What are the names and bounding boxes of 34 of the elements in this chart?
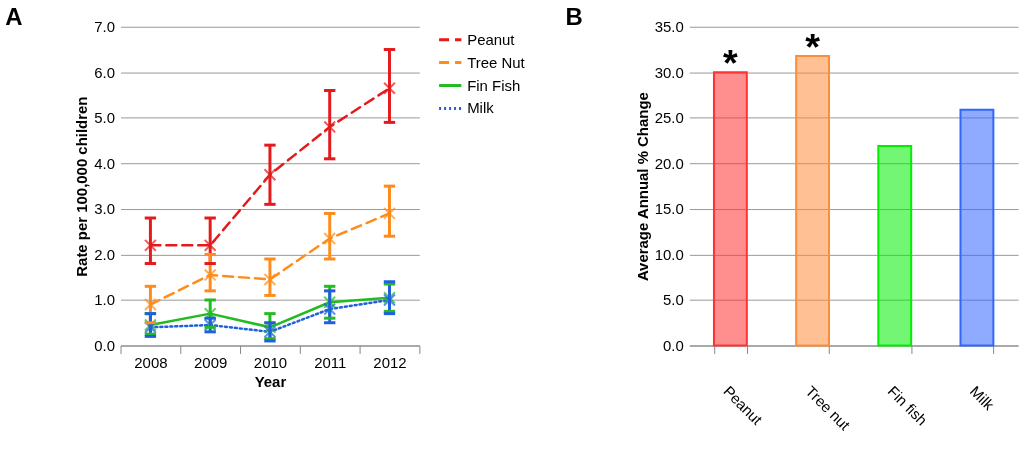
y-tick-label: 6.0 <box>94 63 116 81</box>
x-tick-label: Fin fish <box>884 382 931 429</box>
y-tick-label: 3.0 <box>94 200 116 218</box>
annotation: * <box>723 42 739 85</box>
y-axis-title: Rate per 100,000 children <box>73 96 91 277</box>
y-tick-label: 0.0 <box>663 336 684 354</box>
y-tick-label: 7.0 <box>94 18 116 36</box>
y-tick-label: 30.0 <box>654 63 684 81</box>
chart-title: B <box>565 2 583 30</box>
chart-title: A <box>5 2 23 30</box>
y-tick-label: 1.0 <box>94 291 116 309</box>
y-tick-label: 10.0 <box>654 245 684 263</box>
y-tick-label: 2.0 <box>94 245 116 263</box>
y-tick-label: 35.0 <box>654 18 684 36</box>
x-tick-label: Milk <box>966 382 999 414</box>
legend-label: Fin Fish <box>467 76 521 94</box>
y-axis-title: Average Annual % Change <box>633 92 651 282</box>
x-tick-label: 2012 <box>373 353 407 371</box>
legend-label: Milk <box>467 99 495 117</box>
y-tick-label: 4.0 <box>94 154 116 172</box>
y-tick-label: 0.0 <box>94 336 116 354</box>
y-tick-label: 25.0 <box>654 109 684 127</box>
y-tick-label: 5.0 <box>94 109 116 127</box>
annotation: * <box>805 25 821 68</box>
y-tick-label: 15.0 <box>654 200 684 218</box>
legend-label: Tree Nut <box>467 53 526 71</box>
x-tick-label: 2008 <box>134 353 168 371</box>
x-tick-label: 2011 <box>314 353 347 371</box>
x-tick-label: 2010 <box>253 353 288 371</box>
x-axis-title: Year <box>254 372 287 390</box>
y-tick-label: 5.0 <box>663 291 684 309</box>
x-tick-label: 2009 <box>194 353 228 371</box>
legend-label: Peanut <box>467 30 516 48</box>
y-tick-label: 20.0 <box>654 154 684 172</box>
